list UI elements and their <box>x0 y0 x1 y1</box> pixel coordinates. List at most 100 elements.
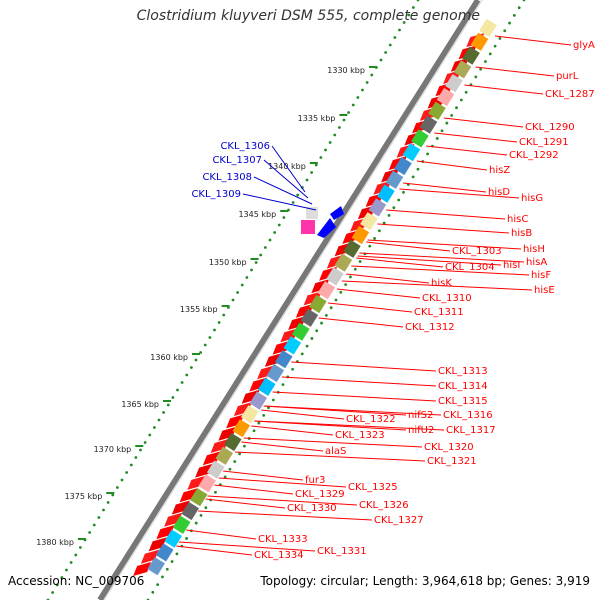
forward-gene-arrow <box>241 389 260 404</box>
gene-label: CKL_1303 <box>452 246 502 257</box>
map-title: Clostridium kluyveri DSM 555, complete g… <box>136 8 480 24</box>
kbp-tick-label: 1370 kbp <box>94 445 132 454</box>
cds-box <box>223 432 242 452</box>
kbp-tick-label: 1330 kbp <box>327 66 365 75</box>
forward-gene-arrow <box>303 291 322 306</box>
forward-gene-arrow <box>202 451 221 466</box>
gene-label: CKL_1331 <box>317 546 367 557</box>
gene-label: glyA <box>573 40 595 51</box>
gene-label: CKL_1329 <box>295 489 345 500</box>
gene-label: CKL_1323 <box>335 430 385 441</box>
forward-gene-arrow <box>171 500 190 515</box>
cds-box <box>402 143 421 162</box>
gene-callout-lines: CKL_1306 CKL_1307 CKL_1308 CKL_1309 glyA purL… <box>176 35 595 561</box>
cds-box <box>436 87 455 107</box>
forward-gene-arrow <box>179 488 198 503</box>
gene-label: CKL_1314 <box>438 381 488 392</box>
cds-box <box>368 198 387 217</box>
gene-label: nifS2 <box>408 410 433 421</box>
cds-box <box>453 60 472 79</box>
kbp-tick-label: 1350 kbp <box>209 258 247 267</box>
forward-gene-arrow <box>233 402 252 417</box>
gene-label: fur3 <box>305 475 325 486</box>
cds-box <box>215 446 234 465</box>
gene-label: CKL_1307 <box>212 155 262 166</box>
gene-label: hisI <box>503 260 520 271</box>
cds-box <box>351 225 370 245</box>
cds-box <box>198 474 217 493</box>
cds-box <box>462 46 480 65</box>
gene-label: CKL_1306 <box>220 141 270 152</box>
forward-gene-arrow <box>164 512 183 527</box>
cds-box <box>249 391 268 410</box>
forward-gene-arrow <box>218 426 237 441</box>
gene-label: CKL_1327 <box>374 515 424 526</box>
cds-box <box>334 253 353 272</box>
gene-label: hisD <box>488 187 510 198</box>
cds-box <box>172 515 191 534</box>
gene-label: hisF <box>531 270 551 281</box>
gene-label: hisE <box>534 285 555 296</box>
cds-box <box>326 267 344 286</box>
forward-gene-arrow <box>187 475 206 490</box>
kbp-tick-label: 1345 kbp <box>238 210 276 219</box>
forward-gene-arrow <box>133 562 152 576</box>
cds-box <box>385 170 404 189</box>
topology-label: Topology: circular; Length: 3,964,618 bp… <box>260 574 590 588</box>
gene-label: CKL_1312 <box>405 322 455 333</box>
gene-label: CKL_1322 <box>346 414 396 425</box>
forward-gene-arrow <box>195 463 214 478</box>
forward-gene-arrow <box>156 525 175 540</box>
gene-label: nifU2 <box>408 425 434 436</box>
cds-box <box>240 405 259 424</box>
cds-box <box>155 543 174 562</box>
gene-label: CKL_1333 <box>258 534 308 545</box>
kbp-tick-label: 1375 kbp <box>65 492 103 501</box>
cds-box <box>292 322 310 341</box>
cds-box <box>360 212 378 231</box>
forward-gene-arrow <box>210 439 229 453</box>
cds-box <box>309 294 327 314</box>
cds-box <box>343 239 361 258</box>
forward-gene-arrow <box>226 414 245 429</box>
gene-label: CKL_1309 <box>191 189 241 200</box>
gene-label: CKL_1334 <box>254 550 304 561</box>
kbp-tick-label: 1335 kbp <box>298 114 336 123</box>
gene-label: hisB <box>511 228 532 239</box>
kbp-tick-label: 1355 kbp <box>180 305 218 314</box>
kbp-tick-label: 1380 kbp <box>36 538 74 547</box>
gene-label: CKL_1287 <box>545 89 595 100</box>
gene-label: CKL_1304 <box>445 262 495 273</box>
gene-label: CKL_1311 <box>414 307 464 318</box>
cds-box <box>164 529 182 548</box>
cds-box <box>377 184 395 203</box>
gene-label: CKL_1316 <box>443 410 493 421</box>
cds-box <box>189 488 208 507</box>
cds-box <box>411 129 429 148</box>
forward-gene-arrow <box>140 549 159 564</box>
forward-gene-arrow <box>295 303 314 318</box>
gene-label: CKL_1320 <box>424 442 474 453</box>
cds-box <box>445 74 463 93</box>
gene-label: CKL_1321 <box>427 456 477 467</box>
outer-dotted-ring <box>46 0 420 600</box>
gene-label: CKL_1325 <box>348 482 398 493</box>
cds-box <box>266 363 285 383</box>
gene-label: hisH <box>523 244 545 255</box>
gene-label: hisA <box>526 257 547 268</box>
cds-box <box>317 281 336 300</box>
cds-box <box>206 460 225 479</box>
gene-label: CKL_1315 <box>438 396 488 407</box>
gene-label: purL <box>556 71 579 82</box>
gene-label: CKL_1292 <box>509 150 559 161</box>
forward-gene-arrow <box>373 180 392 195</box>
gene-label: alaS <box>325 446 346 457</box>
forward-gene-arrow <box>264 352 283 367</box>
gene-label: CKL_1326 <box>359 500 409 511</box>
forward-gene-arrow <box>257 365 276 380</box>
gene-label: CKL_1317 <box>446 425 496 436</box>
cds-box <box>257 377 276 396</box>
cds-box <box>394 156 412 176</box>
gene-label: CKL_1291 <box>519 137 569 148</box>
